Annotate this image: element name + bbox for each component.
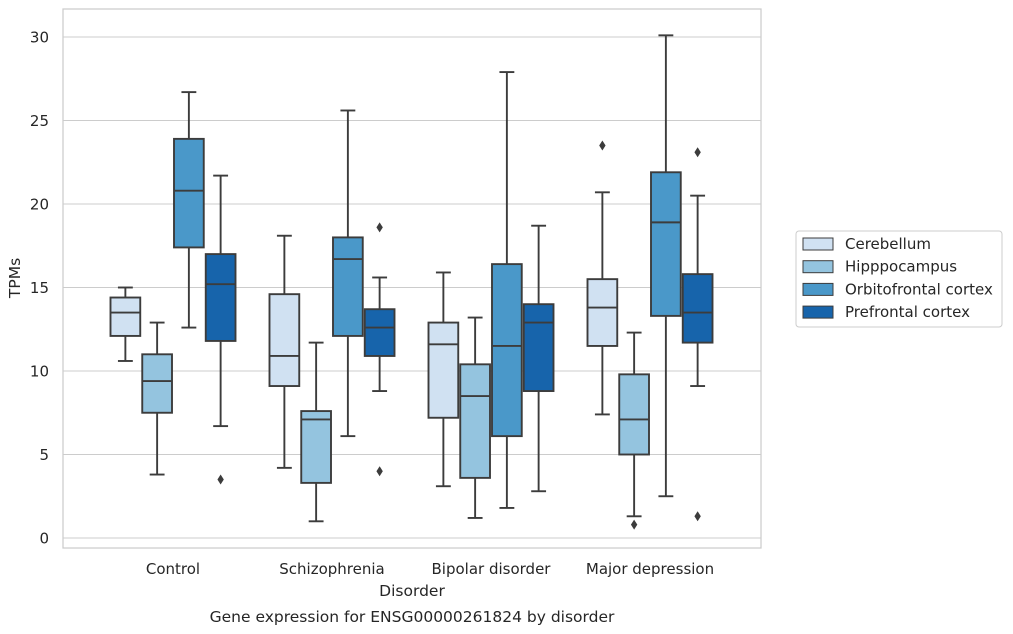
box-body [141,353,173,414]
box-body [173,137,205,249]
box-0-3 [586,140,619,416]
x-axis-label: Disorder [379,582,445,600]
box-body [522,303,555,392]
legend-item-2: Orbitofrontal cortex [802,280,993,298]
legend-frame [795,230,1003,328]
box-body [268,293,301,387]
x-tick-label-0: Control [146,560,200,578]
box-3-1 [363,222,396,477]
legend-swatch [802,282,834,296]
box-2-2 [491,71,523,509]
box-3-0 [204,174,237,485]
box-3-3 [681,147,714,522]
box-1-2 [459,316,491,519]
box-body [427,321,460,419]
legend: Cerebellum Hipppocampus Orbitofrontal cort… [795,230,1003,328]
y-axis-label: TPMs [6,258,24,299]
legend-item-1: Hipppocampus [802,258,957,276]
outlier-0 [217,474,224,485]
box-body [332,236,364,337]
box-body [618,373,650,456]
box-0-1 [268,234,301,469]
box-groups [109,34,714,530]
box-body [586,278,619,347]
box-1-3 [618,331,650,530]
plot-background [63,9,761,548]
box-1-1 [300,341,332,523]
y-tick-label-15: 15 [30,279,49,297]
x-tick-label-3: Major depression [586,560,714,578]
chart-title: Gene expression for ENSG00000261824 by d… [210,608,615,626]
outlier-0 [630,519,638,530]
box-2-0 [173,91,205,329]
outlier-0 [376,222,383,233]
series-1-boxes [141,316,650,530]
x-tick-labels: Control Schizophrenia Bipolar disorder Majo… [146,560,714,578]
box-body [363,308,396,357]
box-body [491,263,523,438]
box-0-2 [427,271,460,488]
legend-item-3: Prefrontal cortex [802,303,970,321]
y-tick-label-30: 30 [30,29,49,47]
box-body [109,296,142,337]
series-2-boxes [173,34,682,509]
outlier-1 [694,511,701,522]
y-tick-label-25: 25 [30,112,49,130]
box-3-2 [522,224,555,493]
legend-label: Cerebellum [845,235,931,253]
box-body [300,410,332,484]
plot-frame [62,8,762,549]
series-3-boxes [204,147,714,522]
legend-swatch [802,305,834,319]
series-0-boxes [109,140,619,488]
y-tick-label-0: 0 [39,530,49,548]
box-body [681,273,714,344]
legend-swatch [802,237,834,251]
box-1-0 [141,321,173,476]
outlier-0 [694,147,701,158]
y-tick-label-20: 20 [30,196,49,214]
outlier-1 [376,466,383,477]
legend-label: Prefrontal cortex [845,303,970,321]
box-body [650,171,682,317]
y-tick-label-10: 10 [30,363,49,381]
x-tick-label-2: Bipolar disorder [432,560,552,578]
box-0-0 [109,286,142,362]
box-2-1 [332,109,364,438]
outlier-0 [599,140,606,151]
legend-item-0: Cerebellum [802,235,931,253]
legend-label: Hipppocampus [845,258,957,276]
x-tick-label-1: Schizophrenia [279,560,384,578]
box-2-3 [650,34,682,498]
y-tick-labels: 0 5 10 15 20 25 30 [30,29,49,548]
box-body [204,253,237,342]
legend-swatch [802,260,834,274]
grid-lines [63,36,761,539]
box-body [459,363,491,479]
legend-label: Orbitofrontal cortex [845,280,993,298]
y-tick-label-5: 5 [39,446,49,464]
